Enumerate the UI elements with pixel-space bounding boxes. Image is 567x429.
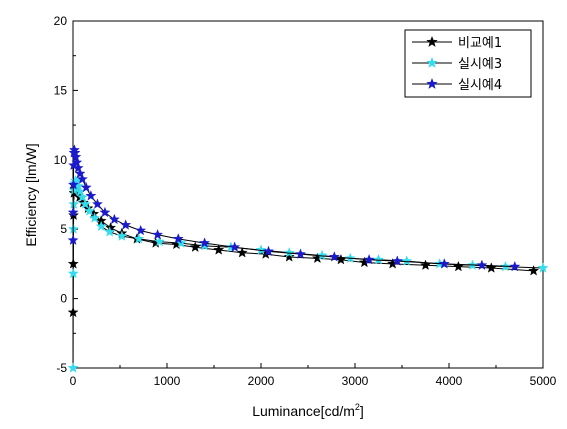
x-tick-label: 3000	[342, 374, 369, 388]
x-axis-title: Luminance[cd/m2]	[252, 402, 364, 419]
y-tick-label: 0	[60, 292, 67, 306]
x-tick-label: 0	[70, 374, 77, 388]
y-tick-label: -5	[56, 361, 67, 375]
x-tick-label: 5000	[530, 374, 557, 388]
x-tick-label: 2000	[248, 374, 275, 388]
legend-label: 실시예4	[458, 78, 502, 93]
y-tick-label: 10	[54, 153, 68, 167]
y-tick-label: 5	[60, 222, 67, 236]
legend-label: 실시예3	[458, 57, 502, 72]
x-tick-label: 4000	[436, 374, 463, 388]
legend: 비교예1 실시예3 실시예4	[405, 30, 531, 97]
legend-label: 비교예1	[458, 36, 502, 51]
y-tick-label: 15	[54, 83, 68, 97]
x-tick-label: 1000	[154, 374, 181, 388]
y-axis-title: Efficiency [lm/W]	[23, 143, 39, 246]
y-tick-label: 20	[54, 14, 68, 28]
